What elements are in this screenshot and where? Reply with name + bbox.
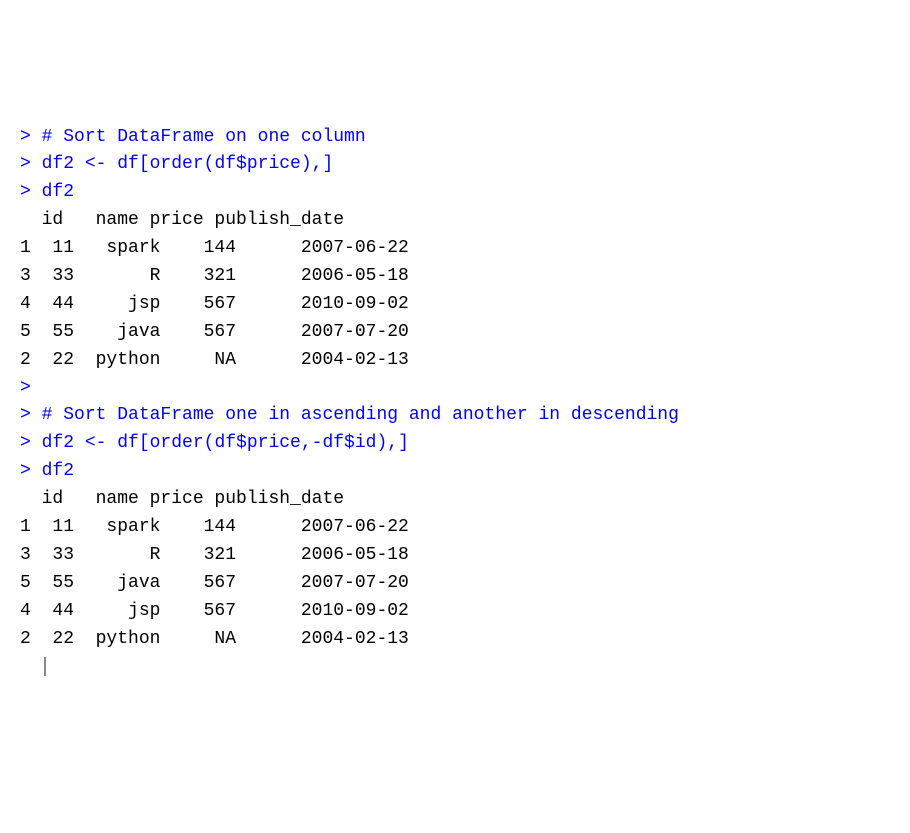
prompt-symbol: > [20, 461, 42, 481]
prompt-symbol: > [20, 182, 42, 202]
prompt-symbol: > [20, 378, 42, 398]
console-command-line: > df2 <- df[order(df$price,-df$id),] [20, 430, 890, 458]
table-row: 3 33 R 321 2006-05-18 [20, 542, 890, 570]
table-row: 2 22 python NA 2004-02-13 [20, 347, 890, 375]
table-header-row: id name price publish_date [20, 486, 890, 514]
table-header-row: id name price publish_date [20, 207, 890, 235]
table-row: 1 11 spark 144 2007-06-22 [20, 514, 890, 542]
r-console-output: > # Sort DataFrame on one column> df2 <-… [20, 124, 890, 682]
r-code: df2 [42, 182, 74, 202]
r-code: df2 [42, 461, 74, 481]
console-command-line: > df2 [20, 179, 890, 207]
prompt-symbol: > [20, 154, 42, 174]
cursor-line [20, 653, 890, 681]
prompt-symbol: > [20, 127, 42, 147]
console-command-line: > # Sort DataFrame on one column [20, 124, 890, 152]
table-row: 4 44 jsp 567 2010-09-02 [20, 598, 890, 626]
console-command-line: > df2 <- df[order(df$price),] [20, 151, 890, 179]
table-row: 2 22 python NA 2004-02-13 [20, 626, 890, 654]
prompt-symbol: > [20, 405, 42, 425]
text-cursor [44, 657, 46, 677]
table-row: 5 55 java 567 2007-07-20 [20, 570, 890, 598]
r-code: df2 <- df[order(df$price,-df$id),] [42, 433, 409, 453]
prompt-symbol: > [20, 433, 42, 453]
console-command-line: > # Sort DataFrame one in ascending and … [20, 402, 890, 430]
console-command-line: > [20, 375, 890, 403]
table-row: 3 33 R 321 2006-05-18 [20, 263, 890, 291]
table-row: 1 11 spark 144 2007-06-22 [20, 235, 890, 263]
table-row: 5 55 java 567 2007-07-20 [20, 319, 890, 347]
r-comment: # Sort DataFrame one in ascending and an… [42, 405, 679, 425]
console-command-line: > df2 [20, 458, 890, 486]
r-code: df2 <- df[order(df$price),] [42, 154, 334, 174]
table-row: 4 44 jsp 567 2010-09-02 [20, 291, 890, 319]
r-comment: # Sort DataFrame on one column [42, 127, 366, 147]
